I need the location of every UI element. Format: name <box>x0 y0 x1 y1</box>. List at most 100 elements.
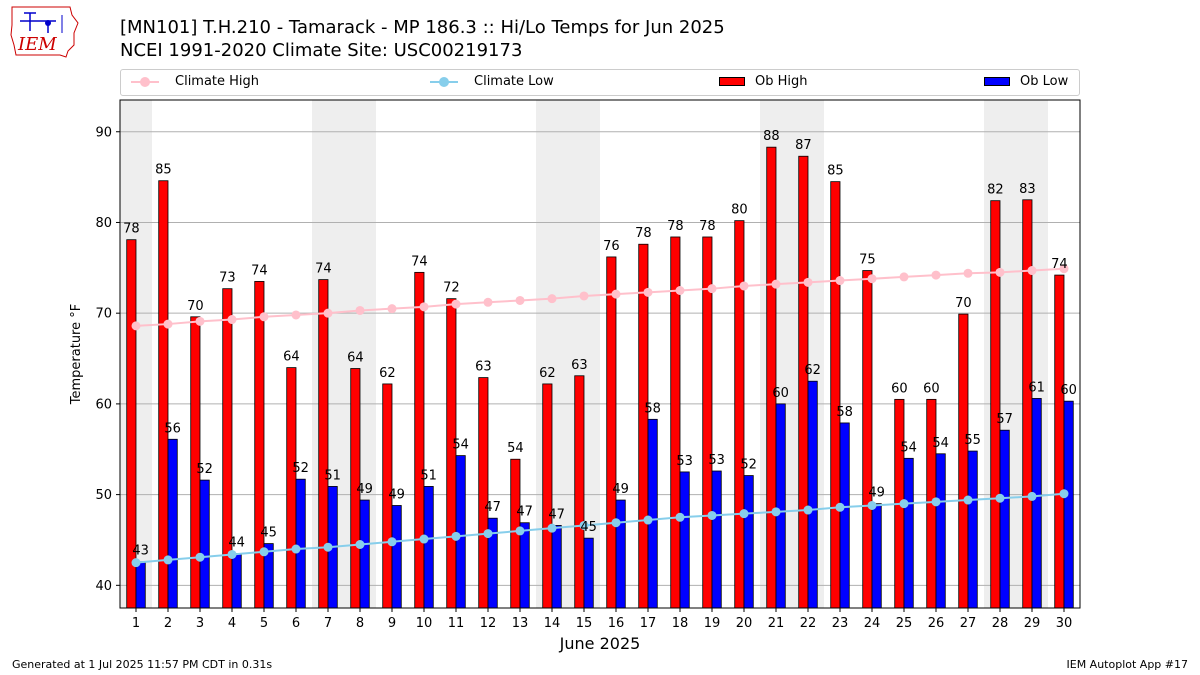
marker-climate-low-7 <box>323 542 333 552</box>
data-label-ob-low-1: 43 <box>132 544 149 559</box>
bar-ob-high-25 <box>894 398 905 609</box>
marker-climate-high-19 <box>707 284 717 294</box>
data-label-ob-high-5: 74 <box>251 263 268 278</box>
data-label-ob-low-23: 58 <box>836 405 853 420</box>
bar-ob-low-22 <box>807 380 818 609</box>
marker-climate-high-29 <box>1027 266 1037 276</box>
iem-logo: IEM <box>10 6 79 58</box>
data-label-ob-high-11: 72 <box>443 281 460 296</box>
weekend-band-15 <box>568 100 600 608</box>
legend-label-climate-high: Climate High <box>175 74 260 89</box>
plot-frame <box>119 99 1081 609</box>
marker-climate-low-19 <box>707 510 717 520</box>
marker-climate-low-4 <box>227 549 237 559</box>
bar-ob-low-29 <box>1031 398 1042 609</box>
bar-ob-high-29 <box>1022 199 1033 609</box>
x-tick-label-1: 1 <box>132 616 140 631</box>
y-tick-label-60: 60 <box>95 397 112 412</box>
x-tick-label-7: 7 <box>324 616 332 631</box>
marker-climate-high-30 <box>1059 264 1069 274</box>
bar-ob-low-3 <box>199 479 210 609</box>
bar-ob-low-30 <box>1063 400 1074 609</box>
bar-ob-low-23 <box>839 422 850 609</box>
marker-climate-low-8 <box>355 540 365 549</box>
y-tick-label-70: 70 <box>95 307 112 322</box>
bar-ob-high-22 <box>798 155 809 609</box>
x-tick-label-25: 25 <box>896 616 913 631</box>
data-label-ob-high-12: 63 <box>475 360 492 375</box>
marker-climate-high-28 <box>995 267 1005 277</box>
marker-climate-low-28 <box>995 493 1005 503</box>
bar-ob-low-11 <box>455 455 466 609</box>
bar-ob-high-18 <box>670 236 681 609</box>
marker-climate-high-16 <box>611 289 621 299</box>
data-label-ob-low-29: 61 <box>1028 380 1045 395</box>
bar-ob-low-25 <box>903 457 914 609</box>
y-tick-label-90: 90 <box>95 125 112 140</box>
x-tick-label-26: 26 <box>928 616 945 631</box>
bar-ob-low-10 <box>423 486 434 609</box>
x-tick-label-18: 18 <box>672 616 689 631</box>
x-tick-label-5: 5 <box>260 616 268 631</box>
data-label-ob-low-25: 54 <box>900 440 917 455</box>
bar-ob-high-28 <box>990 200 1001 609</box>
bar-ob-high-5 <box>254 281 265 609</box>
x-tick-label-2: 2 <box>164 616 172 631</box>
x-tick-label-12: 12 <box>480 616 497 631</box>
marker-climate-low-18 <box>675 512 685 522</box>
line-climate-low <box>135 492 1065 564</box>
bar-ob-high-2 <box>158 180 169 609</box>
marker-climate-high-5 <box>259 312 269 322</box>
x-tick-label-21: 21 <box>768 616 785 631</box>
weekend-band-22 <box>792 100 824 608</box>
legend-swatch-ob-low <box>984 77 1010 86</box>
marker-climate-low-2 <box>163 555 173 565</box>
x-tick-label-24: 24 <box>864 616 881 631</box>
data-label-ob-low-22: 62 <box>804 363 821 378</box>
data-label-ob-high-7: 74 <box>315 262 332 277</box>
bar-ob-low-19 <box>711 470 722 609</box>
legend-label-ob-high: Ob High <box>755 74 808 89</box>
bar-ob-low-9 <box>391 505 402 609</box>
marker-climate-low-6 <box>291 544 301 554</box>
marker-climate-low-27 <box>963 495 973 505</box>
data-label-ob-low-2: 56 <box>164 421 181 436</box>
marker-climate-low-11 <box>451 531 461 541</box>
marker-climate-low-20 <box>739 509 749 519</box>
x-tick-label-28: 28 <box>992 616 1009 631</box>
data-label-ob-high-9: 62 <box>379 366 396 381</box>
bar-ob-low-5 <box>263 543 274 609</box>
bar-ob-low-21 <box>775 403 786 609</box>
data-label-ob-low-6: 52 <box>292 461 309 476</box>
y-tick-label-40: 40 <box>95 579 112 594</box>
chart-title: [MN101] T.H.210 - Tamarack - MP 186.3 ::… <box>120 17 725 38</box>
y-tick-label-50: 50 <box>95 488 112 503</box>
marker-climate-low-10 <box>419 534 429 544</box>
legend-swatch-ob-high <box>719 77 745 86</box>
x-tick-label-6: 6 <box>292 616 300 631</box>
data-label-ob-low-20: 52 <box>740 458 757 473</box>
marker-climate-high-10 <box>419 302 429 312</box>
chart-subtitle: NCEI 1991-2020 Climate Site: USC00219173 <box>120 40 523 61</box>
marker-climate-high-18 <box>675 286 685 295</box>
data-label-ob-low-13: 47 <box>516 505 533 520</box>
marker-climate-high-6 <box>291 310 301 320</box>
data-label-ob-high-19: 78 <box>699 219 716 234</box>
x-tick-label-15: 15 <box>576 616 593 631</box>
marker-climate-high-8 <box>355 305 365 315</box>
footer-app-label: IEM Autoplot App #17 <box>1066 658 1189 671</box>
x-tick-label-4: 4 <box>228 616 236 631</box>
legend-label-ob-low: Ob Low <box>1020 74 1069 89</box>
data-label-ob-low-16: 49 <box>612 482 629 497</box>
marker-climate-low-25 <box>899 499 909 509</box>
bar-ob-high-14 <box>542 383 553 609</box>
bar-ob-high-19 <box>702 236 713 609</box>
marker-climate-high-1 <box>131 321 141 331</box>
marker-climate-high-14 <box>547 294 557 304</box>
bar-ob-low-12 <box>487 517 498 609</box>
weekend-band-21 <box>760 100 792 608</box>
bar-ob-low-16 <box>615 499 626 609</box>
y-axis-label: Temperature °F <box>69 304 84 405</box>
data-label-ob-low-4: 44 <box>228 536 245 551</box>
marker-climate-low-14 <box>547 523 557 533</box>
